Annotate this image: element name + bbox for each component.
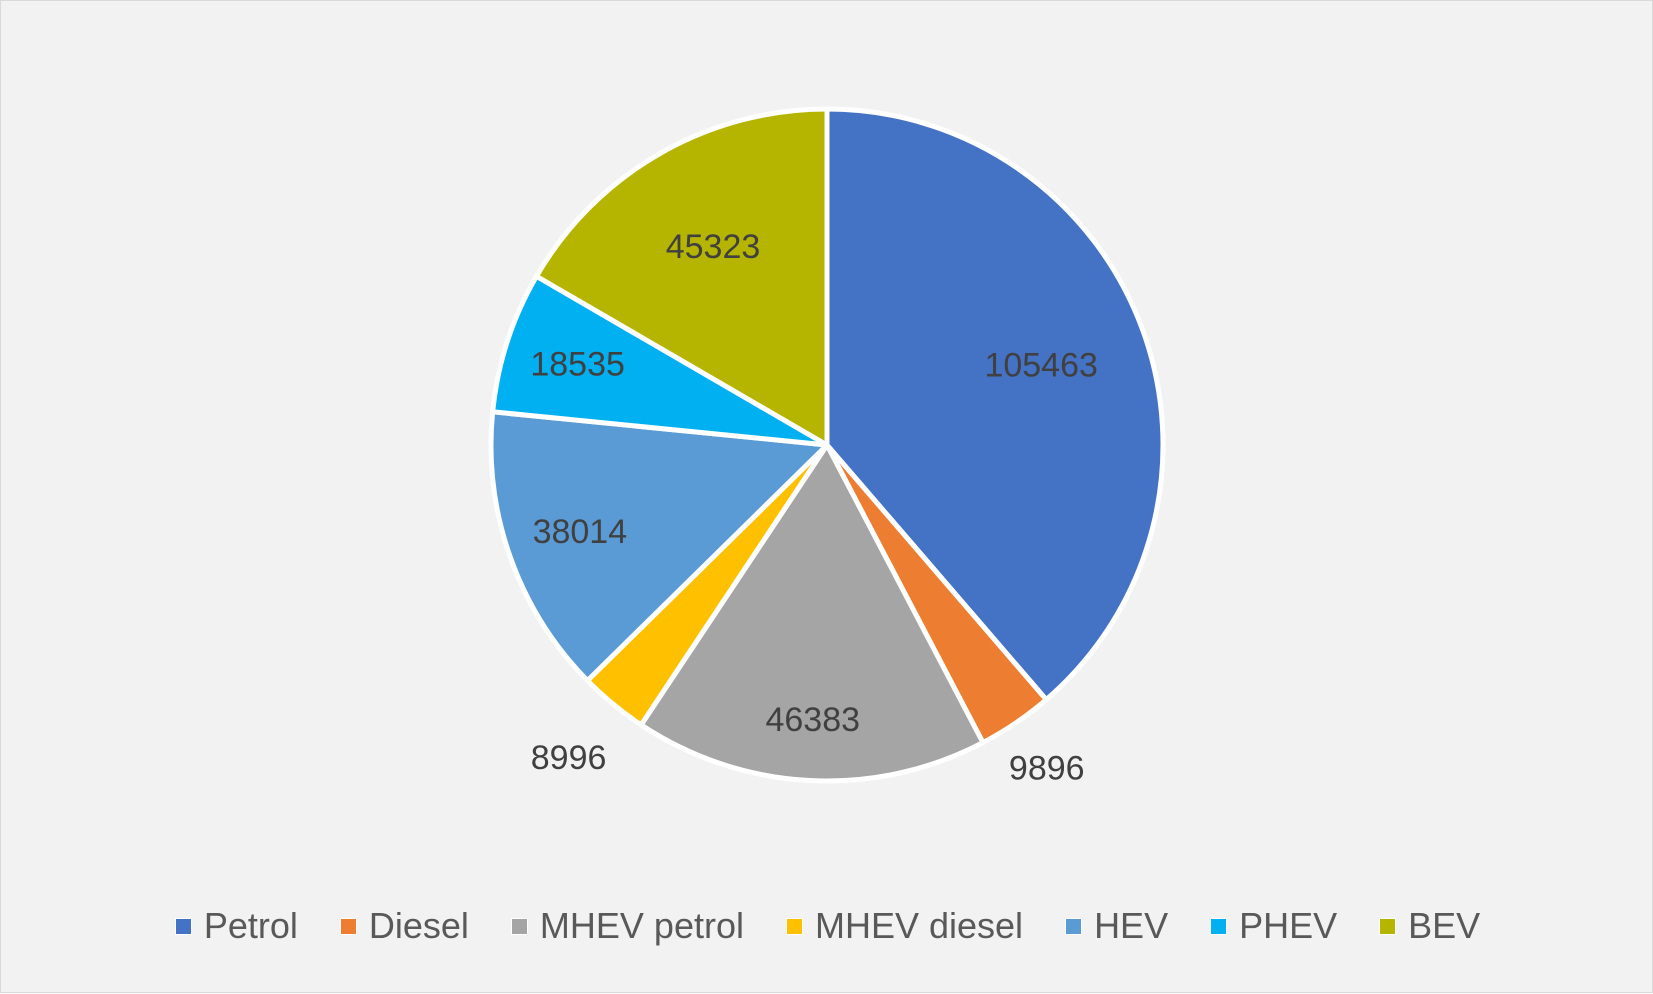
legend-label: HEV	[1094, 905, 1169, 946]
legend-label: Petrol	[203, 905, 298, 946]
legend-item-mhev-petrol: MHEV petrol	[510, 905, 744, 947]
data-label-bev: 45323	[666, 228, 761, 266]
pie-slice-petrol	[824, 106, 1166, 703]
chart-legend: Petrol Diesel MHEV petrol MHEV diesel HEV PHE…	[1, 901, 1653, 951]
legend-swatch	[785, 917, 803, 935]
legend-swatch	[339, 917, 357, 935]
legend-item-petrol: Petrol	[174, 905, 298, 947]
legend-item-bev: BEV	[1379, 905, 1480, 947]
legend-item-mhev-diesel: MHEV diesel	[785, 905, 1024, 947]
legend-item-diesel: Diesel	[339, 905, 469, 947]
pie-slice-mhev-petrol	[638, 442, 986, 784]
data-label-hev: 38014	[533, 513, 628, 551]
legend-swatch	[510, 917, 528, 935]
pie-slice-hev	[488, 409, 830, 684]
legend-swatch	[1379, 917, 1397, 935]
legend-item-hev: HEV	[1065, 905, 1168, 947]
data-label-petrol: 105463	[984, 346, 1097, 384]
legend-label: MHEV diesel	[814, 905, 1024, 946]
legend-label: MHEV petrol	[539, 905, 744, 946]
legend-label: Diesel	[368, 905, 469, 946]
legend-label: PHEV	[1239, 905, 1338, 946]
legend-swatch	[174, 917, 192, 935]
data-label-mhev-petrol: 46383	[765, 701, 860, 739]
pie-slice-phev	[490, 273, 830, 448]
pie-slice-bev	[533, 106, 830, 448]
legend-label: BEV	[1408, 905, 1481, 946]
data-label-diesel: 9896	[1009, 749, 1085, 787]
legend-item-phev: PHEV	[1210, 905, 1337, 947]
legend-swatch	[1065, 917, 1083, 935]
data-label-mhev-diesel: 8996	[531, 739, 607, 777]
data-label-phev: 18535	[530, 345, 625, 383]
legend-swatch	[1210, 917, 1228, 935]
